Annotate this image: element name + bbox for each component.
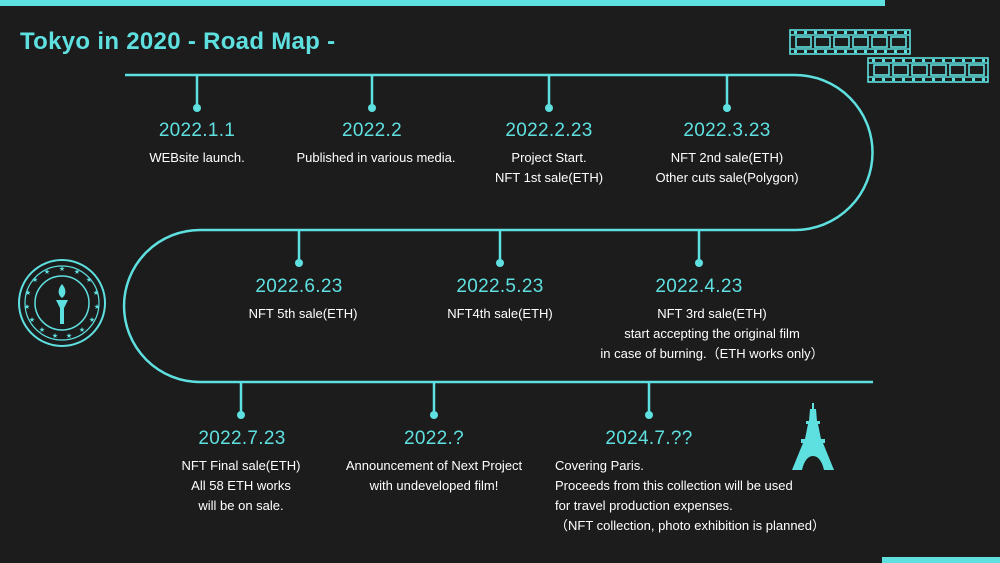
milestone-dot bbox=[695, 259, 703, 267]
bottom-accent-bar bbox=[882, 557, 1000, 563]
milestone-description: Covering Paris. Proceeds from this colle… bbox=[555, 458, 826, 533]
milestone-description: NFT 5th sale(ETH) bbox=[248, 306, 358, 321]
milestone-date: 2022.2 bbox=[342, 120, 402, 141]
milestone-date: 2022.? bbox=[404, 428, 464, 449]
svg-text:★: ★ bbox=[25, 289, 31, 297]
milestone-dot bbox=[496, 259, 504, 267]
svg-text:★: ★ bbox=[44, 268, 50, 276]
milestone-date: 2022.7.23 bbox=[198, 428, 286, 449]
milestone-description: Announcement of Next Project with undeve… bbox=[345, 458, 523, 493]
milestone-dot bbox=[295, 259, 303, 267]
svg-text:★: ★ bbox=[29, 316, 35, 324]
svg-text:★: ★ bbox=[94, 303, 100, 311]
svg-text:★: ★ bbox=[59, 265, 65, 273]
milestone-description: WEBsite launch. bbox=[149, 150, 245, 165]
page-title: Tokyo in 2020 - Road Map - bbox=[20, 28, 336, 55]
film-strip-icon bbox=[789, 29, 989, 83]
torch-emblem-icon: ★ ★★★★★★★★★★★★★★ bbox=[18, 259, 106, 347]
milestone-date: 2022.5.23 bbox=[456, 276, 544, 297]
milestone-dot bbox=[723, 104, 731, 112]
milestone-description: NFT Final sale(ETH) All 58 ETH works wil… bbox=[181, 458, 301, 513]
milestone-date: 2022.4.23 bbox=[655, 276, 743, 297]
milestone-description: Published in various media. bbox=[296, 150, 456, 165]
milestone-date: 2022.6.23 bbox=[255, 276, 343, 297]
milestone-dot bbox=[545, 104, 553, 112]
svg-text:★: ★ bbox=[52, 332, 58, 340]
milestone-dot bbox=[368, 104, 376, 112]
milestone-date: 2022.3.23 bbox=[683, 120, 771, 141]
svg-text:★: ★ bbox=[32, 276, 38, 284]
milestone-dot bbox=[193, 104, 201, 112]
milestone-description: Project Start. NFT 1st sale(ETH) bbox=[494, 150, 604, 185]
svg-text:★: ★ bbox=[79, 326, 85, 334]
svg-text:★: ★ bbox=[89, 316, 95, 324]
svg-text:★: ★ bbox=[86, 276, 92, 284]
milestone-description: NFT 2nd sale(ETH) Other cuts sale(Polygo… bbox=[655, 150, 799, 185]
svg-text:★: ★ bbox=[39, 326, 45, 334]
milestone-dot bbox=[430, 411, 438, 419]
top-accent-bar bbox=[0, 0, 885, 6]
milestone-date: 2024.7.?? bbox=[605, 428, 693, 449]
milestone-date: 2022.1.1 bbox=[158, 120, 236, 141]
milestone-date: 2022.2.23 bbox=[505, 120, 593, 141]
svg-text:★: ★ bbox=[74, 268, 80, 276]
milestone-description: NFT 3rd sale(ETH) start accepting the or… bbox=[600, 306, 824, 361]
svg-text:★: ★ bbox=[66, 332, 72, 340]
milestone-dot bbox=[237, 411, 245, 419]
milestone-description: NFT4th sale(ETH) bbox=[447, 306, 553, 321]
svg-text:★: ★ bbox=[93, 289, 99, 297]
svg-text:★: ★ bbox=[24, 303, 30, 311]
eiffel-tower-icon bbox=[792, 403, 834, 470]
milestone-dot bbox=[645, 411, 653, 419]
